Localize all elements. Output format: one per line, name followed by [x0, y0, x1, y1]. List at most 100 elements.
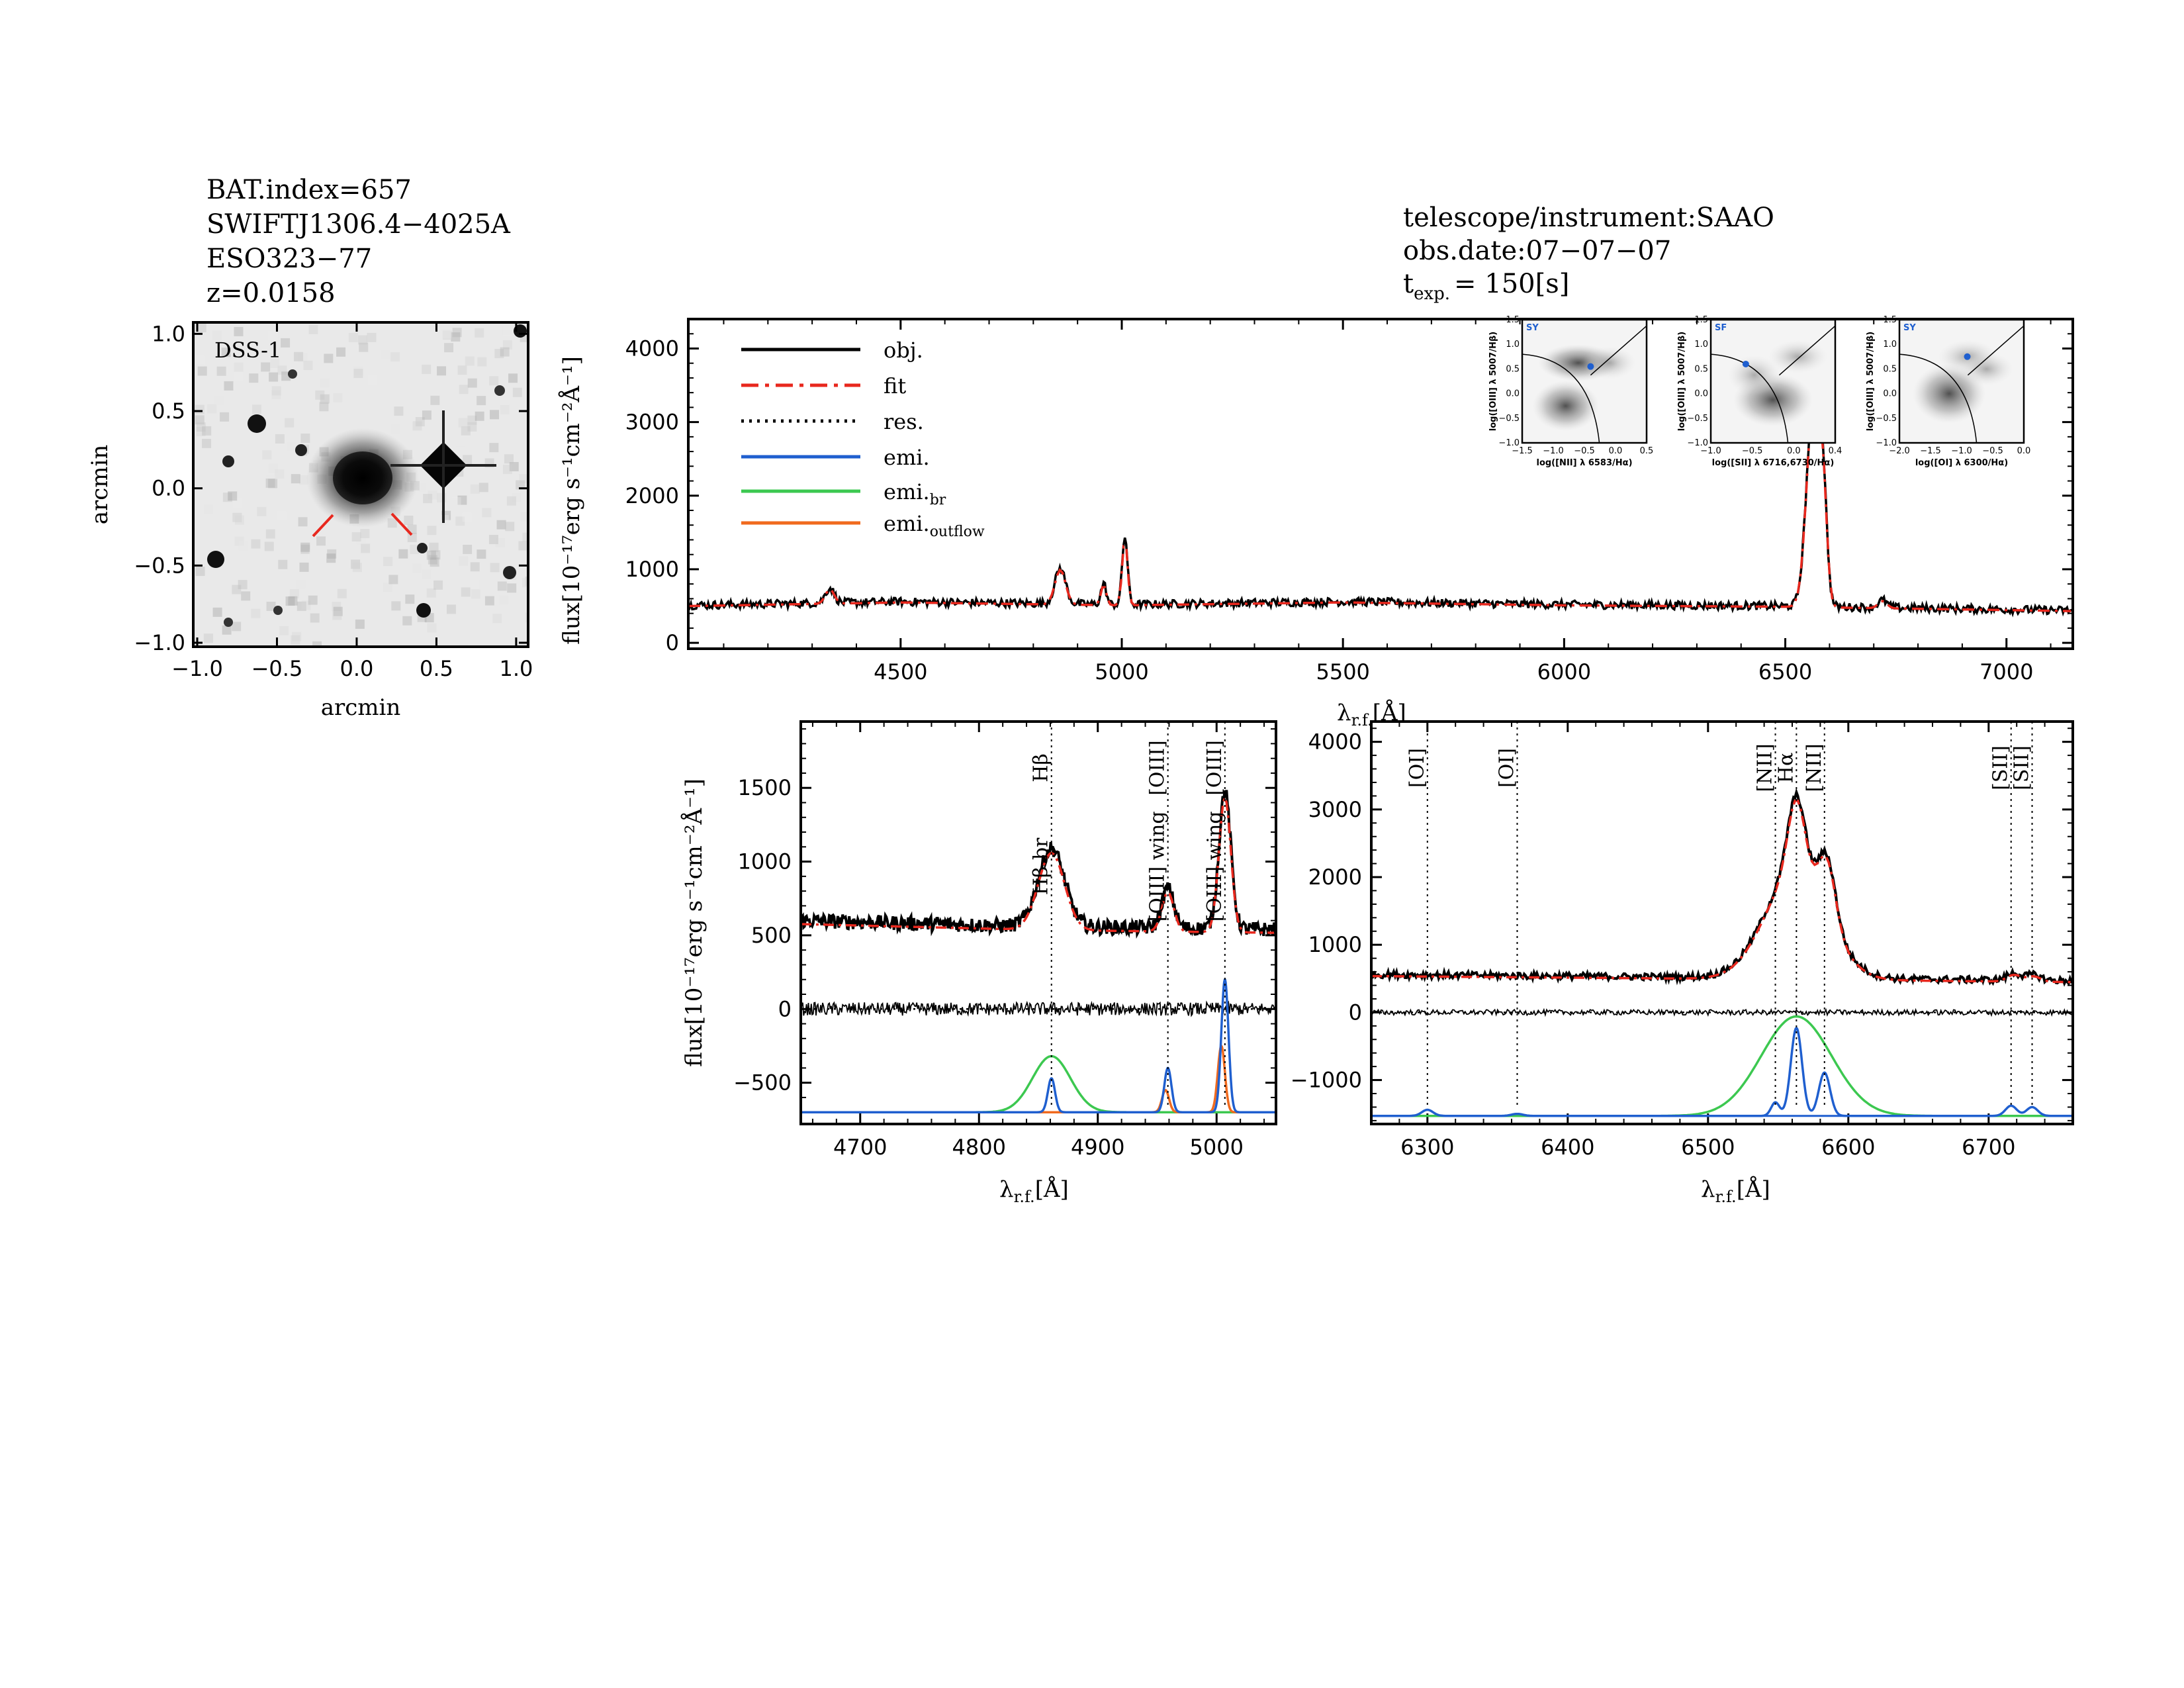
image-content — [195, 322, 528, 647]
noise-pixel — [452, 328, 462, 338]
noise-pixel — [221, 348, 231, 357]
legend-emi-label: emi. — [884, 445, 930, 470]
texp-sub: exp. — [1414, 284, 1450, 304]
noise-pixel — [222, 492, 232, 502]
header-swift-id: SWIFTJ1306.4−4025A — [206, 209, 511, 240]
noise-pixel — [269, 372, 279, 382]
header-right: telescope/instrument:SAAO obs.date:07−07… — [1403, 203, 1774, 304]
noise-pixel — [496, 520, 506, 530]
noise-pixel — [212, 330, 222, 340]
noise-pixel — [495, 538, 505, 547]
bpt-seyfert-liner — [1967, 325, 2025, 376]
bpt-x-tick-label: 0.5 — [1640, 446, 1654, 456]
noise-pixel — [394, 406, 404, 416]
noise-pixel — [299, 562, 309, 572]
ha-xlabel-sym: λ — [1701, 1176, 1715, 1203]
noise-pixel — [444, 343, 454, 353]
bpt-class-tag: SY — [1526, 323, 1539, 333]
main-xlabel-sym: λ — [1337, 700, 1351, 726]
noise-pixel — [381, 350, 390, 359]
fit-curve — [1371, 799, 2073, 984]
hb-line-markers: Hβ [OIII] [OIII] Hβ br [OIII] wing [OIII] win… — [1030, 722, 1226, 1108]
noise-pixel — [415, 417, 425, 427]
noise-pixel — [292, 632, 302, 641]
bpt-y-tick-label: 1.0 — [1506, 340, 1520, 350]
hb-ylabel: flux[10⁻¹⁷erg s⁻¹cm⁻²Å⁻¹] — [680, 778, 707, 1067]
noise-pixel — [348, 332, 358, 342]
x-tick-label: 5000 — [1095, 659, 1148, 684]
noise-pixel — [407, 532, 417, 542]
noise-pixel — [457, 495, 467, 505]
noise-pixel — [441, 329, 451, 339]
bpt-frame — [1709, 318, 1837, 444]
noise-pixel — [228, 491, 238, 501]
bpt-y-tick-label: −0.5 — [1687, 414, 1708, 424]
star — [207, 551, 224, 568]
bpt-point — [1587, 363, 1594, 370]
noise-pixel — [422, 410, 432, 420]
bpt-y-tick-label: −1.0 — [1876, 438, 1897, 448]
noise-pixel — [422, 569, 432, 579]
ha-xlabel: λr.f.[Å] — [1701, 1176, 1770, 1206]
ha-axes: 6300 6400 6500 6600 6700 −1000 0 1000 2000 3000 40… — [1291, 722, 2073, 1160]
noise-pixel — [356, 535, 366, 545]
line-marker-label: [OIII] — [1146, 740, 1169, 796]
legend-emi-br-sub: br — [930, 492, 946, 508]
noise-pixel — [500, 404, 510, 414]
y-tick-label: 4000 — [625, 336, 679, 361]
noise-pixel — [275, 469, 285, 479]
hb-xlabel-sym: λ — [999, 1176, 1014, 1203]
bpt-frame — [1521, 318, 1648, 444]
bpt-diagrams: SY−1.5 −1.0 −0.5 0.0 0.5−1.0−0.50.00.51.01.5… — [1488, 315, 2030, 468]
bpt-ylabel: log([OIII] λ 5007/Hβ) — [1488, 332, 1498, 431]
noise-pixel — [492, 614, 502, 624]
noise-pixel — [489, 376, 499, 386]
noise-pixel — [234, 536, 244, 546]
noise-pixel — [220, 412, 230, 422]
x-tick-label: 6700 — [1962, 1135, 2015, 1160]
slit-marker-right — [390, 512, 413, 536]
line-marker-label: [SII] — [1989, 745, 2013, 790]
legend-obj-label: obj. — [884, 338, 923, 363]
noise-pixel — [459, 556, 469, 566]
img-x-tick-label: −0.5 — [251, 656, 303, 681]
noise-pixel — [505, 522, 515, 532]
bpt-y-tick-label: 0.0 — [1883, 389, 1897, 399]
ha-plot-area — [1371, 722, 2073, 1124]
header-object-name: ESO323−77 — [206, 244, 372, 274]
noise-pixel — [488, 535, 498, 545]
line-marker-label-lower: Hβ br — [1030, 837, 1053, 895]
noise-pixel — [216, 366, 226, 376]
noise-pixel — [303, 360, 313, 370]
noise-pixel — [288, 596, 298, 606]
noise-pixel — [410, 544, 420, 554]
noise-pixel — [405, 594, 415, 604]
bpt-x-tick-label: −1.5 — [1920, 446, 1941, 456]
ha-frame — [1370, 720, 2074, 1125]
noise-pixel — [502, 326, 512, 336]
bpt-y-tick-label: −0.5 — [1876, 414, 1897, 424]
noise-pixel — [195, 404, 205, 414]
noise-pixel — [518, 541, 528, 551]
noise-pixel — [333, 606, 343, 616]
noise-pixel — [277, 511, 287, 521]
bpt-class-tag: SF — [1715, 323, 1727, 333]
noise-pixel — [504, 454, 514, 464]
noise-pixel — [461, 587, 471, 597]
emi-curve — [1371, 1026, 2073, 1117]
noise-pixel — [214, 395, 224, 405]
noise-pixel — [298, 517, 308, 527]
noise-pixel — [327, 549, 337, 559]
bpt-density — [1532, 381, 1599, 432]
x-tick-label: 4800 — [952, 1135, 1006, 1160]
noise-pixel — [458, 418, 468, 428]
bpt-demarcation — [1710, 353, 1789, 444]
noise-pixel — [251, 539, 261, 549]
noise-pixel — [285, 596, 295, 606]
y-tick-label: 3000 — [1308, 797, 1362, 822]
y-tick-label: 0 — [778, 996, 792, 1021]
noise-pixel — [301, 600, 311, 610]
line-marker-label: Hβ — [1030, 753, 1053, 782]
noise-pixel — [470, 580, 480, 590]
noise-pixel — [459, 385, 469, 395]
